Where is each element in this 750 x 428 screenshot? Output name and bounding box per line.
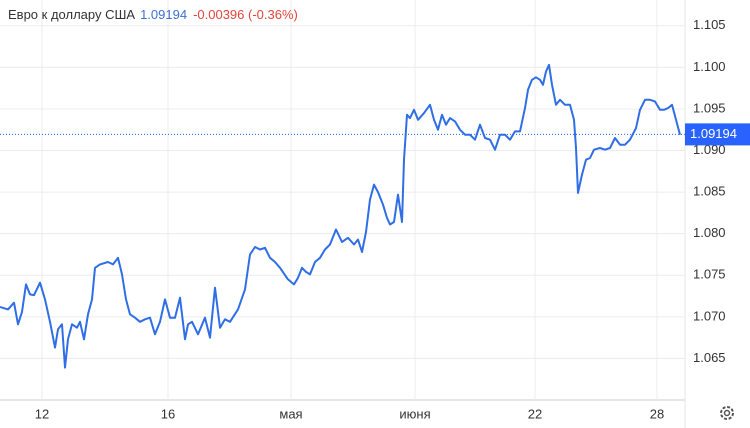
y-tick-label: 1.085 bbox=[693, 184, 726, 199]
title: Евро к доллару США bbox=[8, 7, 135, 22]
settings-icon[interactable] bbox=[720, 406, 734, 420]
price-tag bbox=[685, 123, 750, 146]
y-tick-label: 1.100 bbox=[693, 59, 726, 74]
x-tick-label: 16 bbox=[161, 406, 175, 421]
x-tick-label: 12 bbox=[35, 406, 49, 421]
y-tick-label: 1.075 bbox=[693, 267, 726, 282]
price-change: -0.00396 (-0.36%) bbox=[193, 7, 298, 22]
price-tag-label: 1.09194 bbox=[690, 126, 737, 141]
y-tick-label: 1.090 bbox=[693, 142, 726, 157]
last-price: 1.09194 bbox=[140, 7, 187, 22]
x-tick-label: 22 bbox=[528, 406, 542, 421]
price-line bbox=[0, 63, 681, 369]
chart-title: Евро к доллару США 1.09194 -0.00396 (-0.36… bbox=[8, 7, 298, 22]
y-tick-label: 1.070 bbox=[693, 308, 726, 323]
x-tick-label: 28 bbox=[650, 406, 664, 421]
y-tick-label: 1.065 bbox=[693, 350, 726, 365]
y-tick-label: 1.080 bbox=[693, 225, 726, 240]
y-tick-label: 1.095 bbox=[693, 100, 726, 115]
x-tick-label: июня bbox=[399, 406, 430, 421]
x-tick-label: мая bbox=[279, 406, 302, 421]
y-tick-label: 1.105 bbox=[693, 17, 726, 32]
